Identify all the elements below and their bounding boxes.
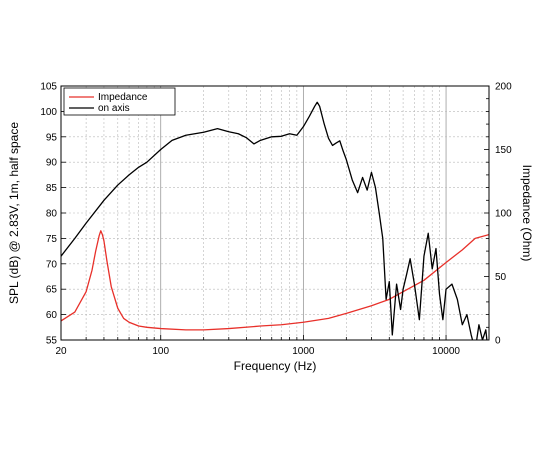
y2-tick-label: 0 — [495, 336, 501, 347]
legend-label-on-axis: on axis — [98, 103, 130, 114]
y-tick-label: 70 — [46, 259, 58, 270]
series-layer — [61, 101, 489, 340]
y-tick-label: 95 — [46, 132, 58, 143]
x-axis-title: Frequency (Hz) — [234, 359, 317, 373]
x-tick-label: 100 — [152, 346, 169, 357]
legend-label-impedance: Impedance — [98, 92, 148, 103]
grid — [61, 86, 489, 340]
y-tick-label: 80 — [46, 209, 58, 220]
x-tick-label: 10000 — [432, 346, 460, 357]
y-axis-title: SPL (dB) @ 2.83V, 1m, half space — [7, 122, 21, 304]
y2-tick-label: 100 — [495, 209, 512, 220]
y-tick-label: 105 — [40, 82, 57, 93]
y-tick-label: 90 — [46, 158, 58, 169]
y-tick-label: 100 — [40, 107, 57, 118]
y-tick-label: 60 — [46, 310, 58, 321]
x-tick-label: 1000 — [292, 346, 315, 357]
tick-labels: 20 100 1000 10000 55 60 65 70 75 80 85 90 95 100 105 0 5… — [40, 82, 512, 358]
y-tick-label: 65 — [46, 285, 58, 296]
y-tick-label: 75 — [46, 234, 58, 245]
y2-tick-label: 200 — [495, 82, 512, 93]
y2-tick-label: 50 — [495, 272, 507, 283]
ticks — [60, 85, 490, 341]
x-tick-label: 20 — [55, 346, 67, 357]
y2-axis-title: Impedance (Ohm) — [520, 165, 534, 262]
y-tick-label: 85 — [46, 183, 58, 194]
legend: Impedance on axis — [63, 87, 176, 116]
series-line-on-axis — [61, 101, 488, 340]
y-tick-label: 55 — [46, 336, 58, 347]
y2-tick-label: 150 — [495, 145, 512, 156]
legend-box — [63, 87, 176, 116]
